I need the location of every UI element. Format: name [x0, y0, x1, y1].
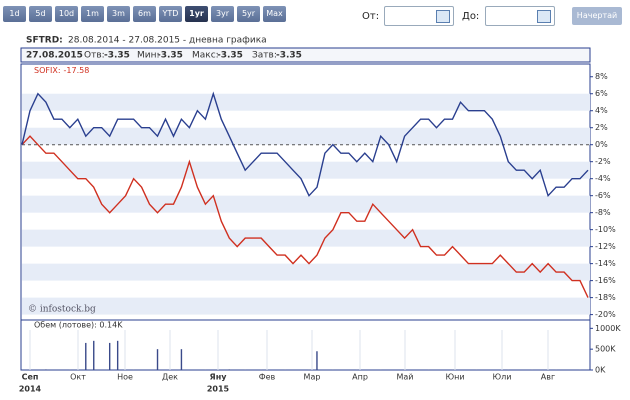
x-tick-label: Юли — [493, 373, 512, 382]
y-tick-label: -20% — [595, 310, 616, 319]
range-button[interactable]: 1m — [81, 6, 104, 22]
volume-tick-label: 500K — [595, 345, 616, 354]
info-max-label: Макс: — [192, 51, 219, 61]
range-button[interactable]: 3yr — [211, 6, 234, 22]
symbol: SFTRD: — [26, 36, 63, 46]
year-label: 2014 — [19, 385, 42, 394]
grid-band — [22, 161, 590, 179]
to-input[interactable] — [485, 6, 555, 26]
legend-value: -17.58 — [64, 66, 90, 75]
from-label: От: — [362, 11, 380, 22]
y-tick-label: -2% — [595, 157, 611, 166]
info-date: 27.08.2015 — [26, 51, 83, 61]
range-button[interactable]: 1d — [3, 6, 26, 22]
year-label: 2015 — [207, 385, 230, 394]
range-button[interactable]: 5d — [29, 6, 52, 22]
y-tick-label: 2% — [595, 123, 608, 132]
volume-bar — [180, 349, 183, 370]
range-button[interactable]: 5yr — [237, 6, 260, 22]
range-button[interactable]: 6m — [133, 6, 156, 22]
volume-bar — [228, 369, 230, 370]
info-max: -3.35 — [217, 51, 243, 61]
info-open-label: Отв: — [84, 51, 105, 61]
volume-bar — [156, 349, 159, 370]
range-button[interactable]: Max — [263, 6, 286, 22]
x-tick-label: Окт — [70, 373, 86, 382]
x-tick-label: Юни — [445, 373, 464, 382]
grid-band — [22, 263, 590, 281]
x-tick-label: Дек — [162, 373, 178, 382]
info-row — [20, 47, 591, 63]
range-toolbar: 1d 5d 10d 1m 3m 6m YTD 1yr 3yr 5yr Max — [3, 6, 286, 22]
y-tick-label: 8% — [595, 72, 608, 81]
info-min-label: Мин: — [137, 51, 160, 61]
from-input[interactable] — [384, 6, 454, 26]
legend-label: SOFIX: — [34, 66, 61, 75]
plot-frame — [20, 63, 591, 371]
y-tick-label: 6% — [595, 89, 608, 98]
info-close: -3.35 — [276, 51, 302, 61]
x-tick-label: Апр — [352, 373, 368, 382]
volume-bar — [116, 340, 119, 370]
x-tick-label: Май — [396, 373, 413, 382]
legend: SOFIX: -17.58 — [34, 66, 89, 75]
range-button[interactable]: YTD — [159, 6, 182, 22]
y-tick-label: -4% — [595, 174, 611, 183]
range-button[interactable]: 1yr — [185, 6, 208, 22]
y-tick-label: -12% — [595, 242, 616, 251]
subtitle: 28.08.2014 - 27.08.2015 - дневна графика — [68, 36, 267, 46]
volume-bar — [93, 340, 95, 370]
y-tick-label: -18% — [595, 293, 616, 302]
y-tick-label: -10% — [595, 225, 616, 234]
x-tick-label: Мар — [304, 373, 321, 382]
x-tick-label: Ное — [117, 373, 133, 382]
grid-band — [22, 127, 590, 145]
watermark: © infostock.bg — [28, 305, 96, 315]
grid-band — [22, 195, 590, 213]
x-tick-label: Авг — [541, 373, 555, 382]
info-min: -3.35 — [157, 51, 183, 61]
x-tick-label: Яну — [210, 373, 228, 382]
range-button[interactable]: 10d — [55, 6, 78, 22]
y-tick-label: -16% — [595, 276, 616, 285]
y-tick-label: -6% — [595, 191, 611, 200]
grid-band — [22, 297, 590, 315]
volume-tick-label: 1000K — [595, 324, 621, 333]
volume-tick-label: 0K — [595, 366, 606, 375]
y-tick-label: 4% — [595, 106, 608, 115]
volume-bar — [45, 369, 47, 370]
grid-band — [22, 229, 590, 247]
x-tick-label: Фев — [259, 373, 276, 382]
info-open: -3.35 — [104, 51, 130, 61]
draw-button[interactable]: Начертай — [572, 7, 622, 25]
volume-label: Обем (лотове): 0.14K — [34, 321, 123, 330]
y-tick-label: -8% — [595, 208, 611, 217]
volume-bar — [85, 342, 87, 370]
y-tick-label: -14% — [595, 259, 616, 268]
header-bg — [18, 33, 608, 47]
x-tick-label: Сеп — [22, 373, 39, 382]
calendar-icon[interactable] — [436, 10, 450, 23]
series-line — [21, 135, 589, 298]
volume-bar — [316, 351, 318, 370]
volume-bar — [108, 342, 111, 370]
series-line — [21, 91, 589, 198]
y-tick-label: 0% — [595, 140, 608, 149]
to-label: До: — [462, 11, 480, 22]
info: 27.08.2015 Отв: -3.35 Мин:-3.35 Макс:-3.35 За… — [26, 51, 302, 61]
range-button[interactable]: 3m — [107, 6, 130, 22]
info-close-label: Затв: — [252, 51, 277, 61]
calendar-icon[interactable] — [537, 10, 551, 23]
grid-band — [22, 93, 590, 111]
